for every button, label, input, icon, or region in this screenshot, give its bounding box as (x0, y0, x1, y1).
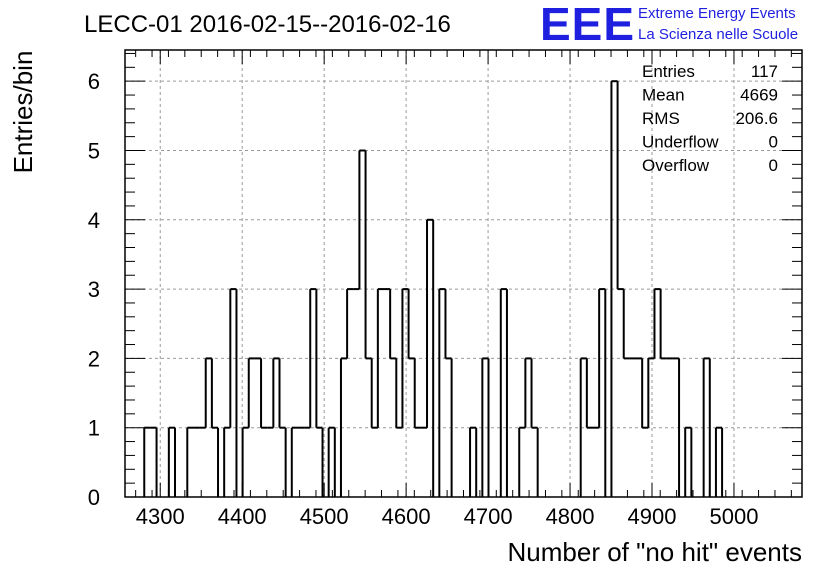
histogram-bin (278, 358, 286, 429)
stats-row: Mean 4669 (642, 86, 778, 105)
histogram-bin (376, 288, 384, 428)
histogram-bin (143, 426, 151, 497)
stats-row: Underflow 0 (642, 133, 778, 152)
x-tick-label: 4300 (136, 504, 185, 529)
histogram-bin (444, 289, 452, 360)
histogram-bin (622, 289, 630, 360)
stats-row: Entries 117 (642, 62, 778, 81)
chart-title: LECC-01 2016-02-15--2016-02-16 (84, 11, 451, 38)
histogram-bin (247, 357, 255, 428)
y-tick-label: 5 (88, 138, 100, 163)
stats-value: 0 (769, 133, 778, 152)
y-tick-label: 6 (88, 69, 100, 94)
histogram-bin (370, 358, 378, 429)
histogram-bin (426, 218, 434, 428)
histogram-bin (389, 289, 397, 360)
stats-label: RMS (642, 109, 680, 128)
x-tick-label: 5000 (709, 504, 758, 529)
histogram-bin (364, 150, 372, 360)
y-tick-label: 0 (88, 485, 100, 510)
histogram-bin (610, 80, 618, 497)
histogram-bin (358, 149, 366, 290)
histogram-bin (499, 288, 507, 497)
stats-label: Underflow (642, 133, 719, 152)
histogram-bin (407, 289, 415, 360)
histogram-bars (143, 80, 724, 497)
histogram-bin (530, 358, 538, 429)
histogram-bin (327, 426, 335, 497)
histogram-bin (684, 426, 692, 497)
stats-label: Mean (642, 86, 685, 105)
histogram-bin (598, 288, 606, 428)
histogram-bin (401, 288, 409, 428)
histogram-bin (518, 426, 526, 497)
stats-value: 4669 (740, 86, 778, 105)
histogram-bin (469, 426, 477, 497)
x-axis-title: Number of "no hit" events (508, 537, 803, 567)
stats-value: 117 (751, 62, 778, 81)
stats-label: Overflow (642, 156, 710, 175)
histogram-bin (204, 357, 212, 428)
histogram-bin (223, 426, 231, 497)
histogram-bin (714, 426, 724, 497)
histogram-bin (241, 426, 249, 497)
histogram-bin (585, 358, 593, 429)
histogram-bin (702, 357, 710, 497)
axis-ticks: 4300 4400 4500 4600 4700 4800 4900 5000 0 1 2 3 4 5 6 (88, 50, 802, 529)
histogram-bin (616, 81, 624, 291)
histogram-bin (315, 289, 323, 429)
stats-value: 0 (769, 156, 778, 175)
histogram-bin (339, 357, 348, 497)
y-axis-title: Entries/bin (8, 51, 38, 174)
histogram-bin (272, 357, 280, 428)
x-tick-label: 4400 (218, 504, 267, 529)
x-tick-label: 4500 (300, 504, 349, 529)
stats-label: Entries (642, 62, 695, 81)
logo-line2: La Scienza nelle Scuole (638, 26, 798, 43)
logo-mark: EEE (540, 0, 635, 50)
stats-row: Overflow 0 (642, 156, 778, 175)
histogram-bin (290, 426, 298, 497)
histogram-bin (524, 357, 532, 428)
plot-frame (124, 49, 803, 498)
histogram-bin (481, 357, 489, 497)
histogram-bin (641, 358, 649, 429)
histogram-bin (260, 358, 268, 429)
y-tick-label: 1 (88, 416, 100, 441)
y-tick-label: 2 (88, 346, 100, 371)
y-tick-label: 3 (88, 277, 100, 302)
x-tick-label: 4800 (546, 504, 595, 529)
histogram-bin (653, 288, 661, 359)
histogram-bin (229, 288, 237, 428)
eee-logo: EEE Extreme Energy Events La Scienza nel… (540, 0, 798, 50)
histogram-bin (210, 358, 219, 429)
x-tick-label: 4900 (628, 504, 677, 529)
histogram-bin (309, 288, 317, 428)
histogram-bin (395, 358, 403, 429)
stats-value: 206.6 (735, 109, 778, 128)
y-tick-label: 4 (88, 208, 100, 233)
histogram-bin (413, 358, 421, 429)
histogram-bin (579, 357, 587, 497)
stats-row: RMS 206.6 (642, 109, 778, 128)
histogram-bin (659, 289, 667, 360)
histogram-bin (438, 288, 446, 497)
histogram-bin (346, 288, 354, 359)
histogram-bin (186, 426, 194, 497)
x-tick-label: 4600 (382, 504, 431, 529)
histogram-bin (167, 426, 175, 497)
logo-line1: Extreme Energy Events (638, 5, 796, 22)
x-tick-label: 4700 (464, 504, 513, 529)
histogram-bin (647, 357, 655, 428)
grid-lines (125, 50, 802, 497)
